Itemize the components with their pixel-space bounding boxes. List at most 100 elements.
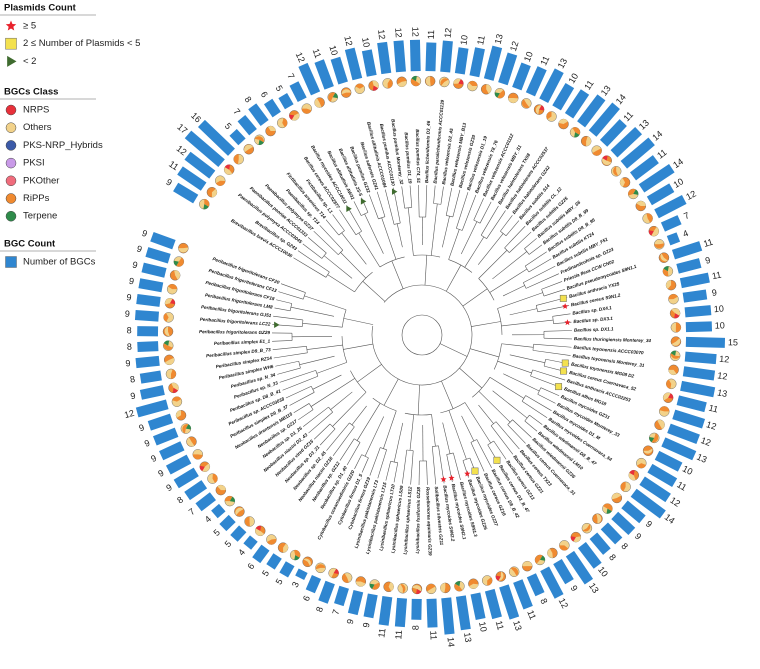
tree-branch bbox=[460, 221, 478, 255]
tree-branch bbox=[445, 187, 453, 216]
bgc-count: 13 bbox=[637, 118, 651, 132]
bgc-bar bbox=[440, 40, 453, 73]
bgc-bar bbox=[599, 119, 627, 147]
tree-branch bbox=[354, 438, 361, 443]
pie-slice bbox=[372, 582, 380, 590]
pie-slice bbox=[666, 280, 672, 289]
tree-branch bbox=[470, 348, 500, 358]
bgc-bar bbox=[611, 511, 636, 536]
bgc-bar bbox=[252, 544, 270, 564]
tree-branch bbox=[524, 414, 530, 422]
bgc-count: 5 bbox=[274, 577, 285, 586]
pie-slice bbox=[628, 472, 636, 481]
tree-branch bbox=[523, 282, 527, 289]
tree-branch bbox=[361, 454, 369, 459]
tree-branch bbox=[349, 422, 355, 428]
tree-branch bbox=[332, 391, 367, 427]
tree-branch bbox=[470, 439, 477, 443]
square-marker bbox=[560, 367, 567, 375]
pie-slice bbox=[342, 573, 349, 583]
tree-branch bbox=[299, 355, 335, 365]
pie-slice bbox=[416, 588, 422, 594]
star-marker bbox=[448, 474, 455, 481]
pie-slice bbox=[620, 178, 626, 187]
tree-branch bbox=[452, 189, 461, 218]
pie-slice bbox=[254, 136, 264, 143]
pie-slice bbox=[328, 568, 337, 578]
bgc-count: 11 bbox=[311, 47, 324, 59]
leaf-label: Peribacillus frigoritolerans LC22 bbox=[200, 317, 271, 327]
bgc-count: 11 bbox=[711, 270, 722, 282]
pie-slice bbox=[172, 396, 182, 402]
bgc-bar bbox=[513, 579, 533, 610]
tree-branch bbox=[524, 420, 538, 432]
tree-branch bbox=[293, 257, 327, 278]
pie-slice bbox=[163, 312, 169, 322]
pie-slice bbox=[291, 113, 300, 121]
tree-branch bbox=[521, 400, 548, 419]
tree-branch bbox=[470, 442, 485, 472]
tree-branch bbox=[391, 260, 404, 289]
bgc-pie bbox=[439, 76, 450, 88]
bgc-pie bbox=[508, 92, 519, 104]
tree-branch bbox=[357, 364, 382, 383]
tree-branch bbox=[528, 244, 543, 255]
bgc-bar bbox=[289, 81, 307, 103]
leaf-label: Bacillus toyonensis ACCC03070 bbox=[573, 345, 644, 356]
class-marker bbox=[5, 104, 17, 116]
bgc-pie bbox=[665, 279, 677, 291]
bgc-bar bbox=[685, 321, 713, 333]
bgc-pie bbox=[666, 378, 677, 390]
pie-slice bbox=[388, 582, 394, 592]
bgc-pie bbox=[224, 495, 236, 507]
pie-slice bbox=[574, 132, 580, 138]
bgc-pie bbox=[522, 560, 533, 572]
bgc-count: 3 bbox=[290, 580, 301, 589]
bgc-bar bbox=[139, 370, 162, 384]
tree-branch bbox=[417, 384, 420, 415]
tree-branch bbox=[479, 201, 492, 224]
bgc-bar bbox=[279, 561, 295, 578]
pie-slice bbox=[534, 554, 543, 564]
bgc-bar bbox=[483, 45, 503, 81]
pie-slice bbox=[282, 118, 288, 128]
pie-slice bbox=[522, 561, 533, 567]
tree-branch bbox=[489, 377, 525, 399]
bgc-bar bbox=[263, 98, 281, 118]
bgc-pie bbox=[327, 92, 338, 103]
bgc-count: 16 bbox=[189, 110, 203, 124]
tree-branch bbox=[533, 343, 572, 348]
pie-slice bbox=[486, 84, 492, 94]
tree-branch bbox=[393, 422, 404, 463]
tree-branch bbox=[312, 374, 342, 390]
tree-branch bbox=[486, 210, 506, 239]
tree-branch bbox=[341, 232, 367, 265]
bgc-bar bbox=[564, 89, 590, 119]
bgc-pie bbox=[601, 155, 612, 166]
pie-slice bbox=[387, 79, 393, 89]
tree-branch bbox=[376, 191, 386, 217]
tree-branch bbox=[303, 292, 306, 300]
pie-slice bbox=[163, 340, 170, 346]
bgc-count: 5 bbox=[274, 84, 285, 93]
pie-slice bbox=[163, 343, 173, 351]
bgc-count: 12 bbox=[342, 35, 354, 47]
bgc-pie bbox=[659, 406, 670, 417]
bgc-pie bbox=[266, 534, 277, 545]
bgc-bar bbox=[165, 454, 192, 475]
tree-branch bbox=[424, 255, 428, 286]
pie-slice bbox=[255, 525, 262, 531]
pie-slice bbox=[301, 108, 312, 114]
bgc-pie bbox=[424, 75, 436, 87]
bgc-bar bbox=[539, 68, 564, 104]
pie-slice bbox=[202, 463, 210, 472]
tree-branch bbox=[509, 231, 532, 253]
bgc-count: 11 bbox=[167, 159, 180, 173]
pie-slice bbox=[455, 581, 461, 587]
pie-slice bbox=[670, 350, 677, 356]
bgc-pie bbox=[383, 581, 394, 593]
tree-branch bbox=[446, 264, 462, 292]
bgc-bar bbox=[137, 326, 159, 337]
bgc-bar bbox=[647, 463, 678, 487]
tree-branch bbox=[512, 419, 532, 438]
